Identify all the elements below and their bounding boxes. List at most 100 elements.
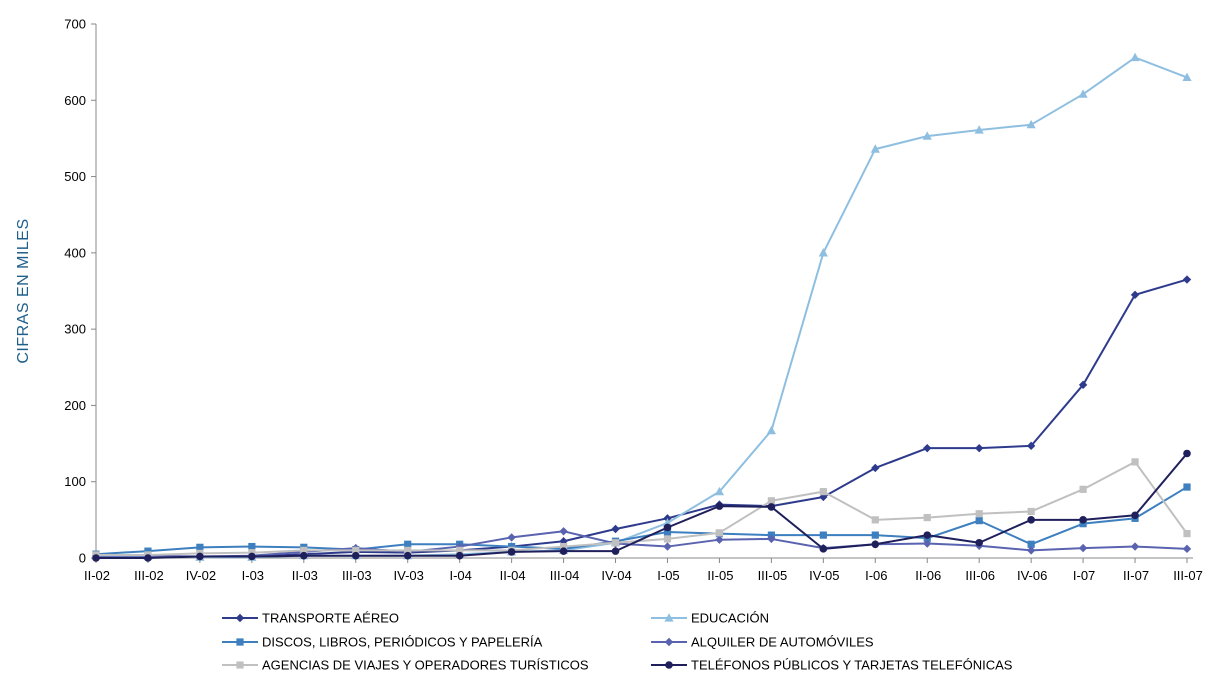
x-tick-label: II-02 [84,568,110,583]
data-point [871,531,879,539]
legend-swatch-marker [236,661,244,669]
data-point [1130,290,1140,300]
series-line [95,486,1188,556]
data-point [819,488,827,496]
data-point [923,513,931,522]
series-3 [92,483,1191,558]
data-point [611,524,620,534]
data-point [1079,485,1087,493]
data-point [871,516,879,524]
axes [91,23,1193,563]
data-point [1078,89,1088,98]
legend-item: DISCOS, LIBROS, PERIÓDICOS Y PAPELERÍA [222,635,543,650]
legend-swatch-marker [235,613,245,623]
data-point [300,546,308,554]
data-point [1079,516,1087,524]
data-point [1182,275,1192,284]
data-point [975,517,983,525]
data-point [663,542,672,551]
series-line [96,530,1188,558]
legend-swatch-marker [665,661,673,669]
data-point [1131,511,1139,520]
legend-label: TRANSPORTE AÉREO [262,611,399,626]
data-point [1131,458,1139,466]
data-point [1183,529,1191,538]
data-point [1183,483,1191,491]
data-point [248,549,256,557]
data-point [871,540,880,549]
data-point [455,551,464,560]
x-tick-label: III-04 [550,568,580,583]
data-point [974,443,984,453]
y-tick-label: 100 [64,474,86,489]
legend-item: TRANSPORTE AÉREO [222,611,399,626]
data-point [1079,520,1087,528]
x-tick-label: I-07 [1073,568,1095,583]
legend-swatch-marker [664,613,674,622]
data-point [923,539,932,548]
legend-label: DISCOS, LIBROS, PERIÓDICOS Y PAPELERÍA [262,635,543,650]
series-line [95,278,1188,558]
legend-item: ALQUILER DE AUTOMÓVILES [651,635,874,650]
x-tick-label: I-06 [865,568,887,583]
y-tick-label: 500 [64,169,86,184]
y-tick-label: 700 [64,17,86,32]
x-tick-label: II-05 [707,568,733,583]
data-point [767,534,776,544]
data-point [559,542,568,551]
y-tick-label: 600 [64,93,86,108]
data-point [196,552,204,561]
legend-label: ALQUILER DE AUTOMÓVILES [691,635,874,650]
data-point [767,497,775,505]
y-tick-label: 200 [64,398,86,413]
legend-label: TELÉFONOS PÚBLICOS Y TARJETAS TELEFÓNICA… [691,658,1013,673]
data-point [767,503,776,511]
legend-item: EDUCACIÓN [651,611,769,626]
data-point [974,125,984,134]
data-point [922,131,932,140]
data-point [507,548,516,556]
data-point [611,547,620,555]
data-point [456,546,464,554]
y-axis-title: CIFRAS EN MILES [15,218,32,363]
y-tick-label: 400 [64,245,86,260]
x-tick-label: III-07 [1173,568,1203,583]
data-point [1026,119,1036,129]
data-point [715,502,724,510]
data-point [1027,540,1035,548]
series-line [96,452,1188,559]
y-tick-label: 300 [64,322,86,337]
data-point [404,546,412,554]
data-point [1078,380,1088,390]
data-point [766,425,776,435]
data-point [248,552,256,561]
legend-item: AGENCIAS DE VIAJES Y OPERADORES TURÍSTIC… [222,658,589,673]
data-point [1130,52,1140,62]
data-point [1027,516,1035,524]
legend-item: TELÉFONOS PÚBLICOS Y TARJETAS TELEFÓNICA… [651,658,1013,673]
y-tick-label: 0 [79,551,86,566]
data-point [715,535,724,544]
data-point [975,510,983,518]
series-2 [91,52,1192,561]
data-point [351,551,360,560]
x-tick-label: I-05 [657,568,679,583]
data-point [1182,544,1192,554]
data-point [508,542,516,551]
x-tick-label: II-03 [292,568,318,583]
legend: TRANSPORTE AÉREO EDUCACIÓN DISCOS, LIBROS,… [222,611,1013,673]
series-1 [91,275,1192,561]
data-point [975,538,983,547]
x-tick-label: III-05 [758,568,788,583]
series-layer [91,52,1192,562]
data-point [818,248,828,257]
data-point [870,144,880,153]
data-point [1026,441,1036,451]
data-point [1183,449,1191,458]
data-point [819,545,828,553]
data-point [196,543,204,551]
data-point [663,535,672,543]
data-point [1026,546,1036,555]
legend-swatch-marker [664,637,674,647]
